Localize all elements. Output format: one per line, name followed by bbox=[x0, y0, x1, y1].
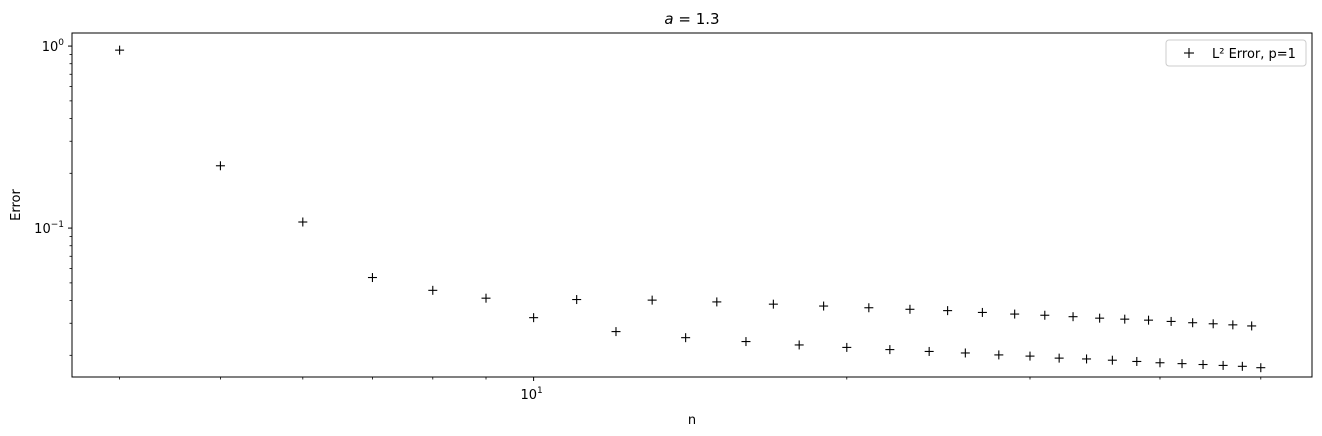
legend-box bbox=[1165, 39, 1307, 67]
title-variable: a bbox=[664, 10, 673, 28]
data-point bbox=[768, 299, 778, 309]
axis-ticks: 100 10−1 101 bbox=[34, 38, 1262, 403]
data-point bbox=[1198, 360, 1208, 370]
legend-marker bbox=[1184, 48, 1194, 58]
data-point bbox=[1177, 359, 1187, 369]
data-point bbox=[1155, 358, 1165, 368]
data-point bbox=[794, 340, 804, 350]
data-point bbox=[1010, 309, 1020, 319]
data-point bbox=[977, 307, 987, 317]
data-point bbox=[1256, 363, 1266, 373]
data-point bbox=[1025, 351, 1035, 361]
data-point bbox=[298, 217, 308, 227]
data-point bbox=[960, 348, 970, 358]
data-point bbox=[864, 303, 874, 313]
legend-label: L² Error, p=1 bbox=[1212, 47, 1296, 62]
axes-frame bbox=[71, 32, 1313, 378]
data-point bbox=[1166, 316, 1176, 326]
data-points bbox=[115, 45, 1266, 373]
data-point bbox=[115, 45, 125, 55]
data-point bbox=[842, 342, 852, 352]
data-point bbox=[367, 273, 377, 283]
data-point bbox=[819, 301, 829, 311]
y-axis-label: Error bbox=[9, 189, 24, 221]
data-point bbox=[1237, 361, 1247, 371]
data-point bbox=[481, 293, 491, 303]
title-value: = 1.3 bbox=[674, 10, 720, 28]
data-point bbox=[611, 327, 621, 337]
data-point bbox=[741, 337, 751, 347]
data-point bbox=[428, 285, 438, 295]
data-point bbox=[1068, 312, 1078, 322]
data-point bbox=[1040, 310, 1050, 320]
legend: L² Error, p=1 bbox=[1165, 39, 1307, 67]
data-point bbox=[1188, 318, 1198, 328]
data-point bbox=[1120, 314, 1130, 324]
data-point bbox=[681, 333, 691, 343]
y-tick-label: 100 bbox=[42, 38, 65, 55]
data-point bbox=[1144, 315, 1154, 325]
data-point bbox=[924, 346, 934, 356]
data-point bbox=[1095, 313, 1105, 323]
chart-title: a = 1.3 bbox=[664, 10, 719, 28]
x-axis-label: n bbox=[688, 413, 696, 428]
data-point bbox=[1107, 355, 1117, 365]
data-point bbox=[885, 345, 895, 355]
x-tick-label: 101 bbox=[520, 386, 542, 403]
data-point bbox=[1228, 320, 1238, 330]
data-point bbox=[994, 350, 1004, 360]
data-point bbox=[215, 161, 225, 171]
data-point bbox=[529, 313, 539, 323]
data-point bbox=[943, 306, 953, 316]
data-point bbox=[1208, 319, 1218, 329]
data-point bbox=[1132, 356, 1142, 366]
data-point bbox=[1247, 321, 1257, 331]
data-point bbox=[1082, 354, 1092, 364]
y-tick-label: 10−1 bbox=[34, 220, 64, 237]
data-point bbox=[647, 295, 657, 305]
data-point bbox=[905, 304, 915, 314]
data-point bbox=[712, 297, 722, 307]
data-point bbox=[572, 295, 582, 305]
data-point bbox=[1054, 353, 1064, 363]
data-point bbox=[1218, 360, 1228, 370]
